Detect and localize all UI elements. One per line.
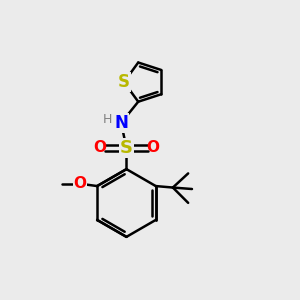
Text: O: O: [74, 176, 86, 191]
Text: S: S: [120, 139, 133, 157]
Text: N: N: [114, 114, 128, 132]
Text: O: O: [146, 140, 159, 155]
Text: H: H: [103, 113, 112, 126]
Text: S: S: [118, 73, 130, 91]
Text: O: O: [93, 140, 106, 155]
